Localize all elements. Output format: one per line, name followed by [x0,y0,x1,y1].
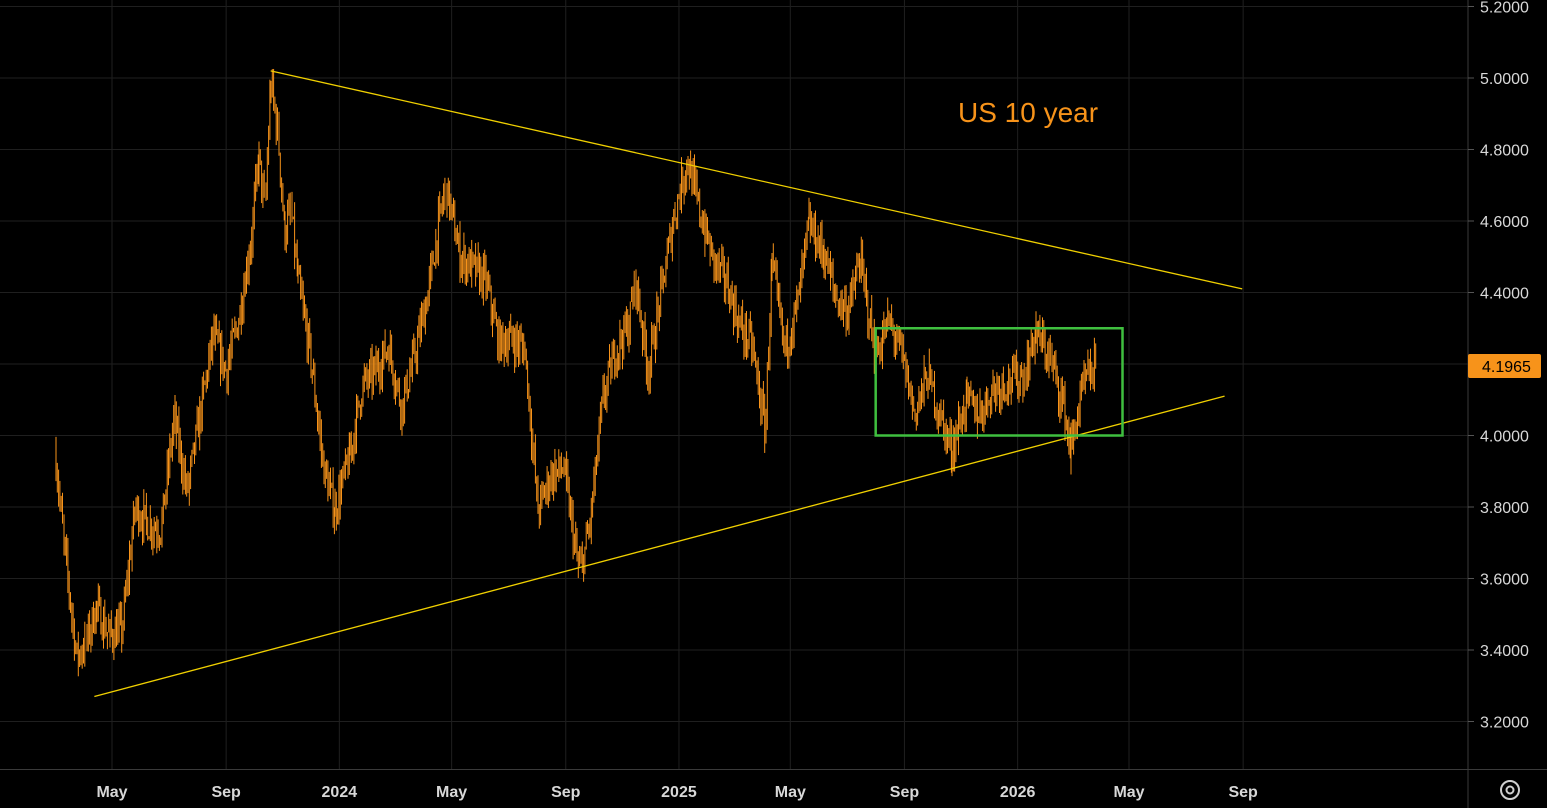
x-tick-label: 2024 [322,784,358,801]
x-axis: May Sep 2024 May Sep 2025 May Sep 2026 May Sep [96,784,1258,801]
gear-icon [1500,780,1520,800]
x-tick-label: May [436,784,467,801]
y-tick-label: 4.0000 [1480,429,1529,446]
range-box[interactable] [874,327,1124,437]
y-tick-label: 3.2000 [1480,715,1529,732]
y-tick-label: 3.8000 [1480,500,1529,517]
y-tick-label: 4.8000 [1480,143,1529,160]
y-tick-label: 4.4000 [1480,286,1529,303]
x-tick-label: Sep [211,784,241,801]
x-tick-label: May [775,784,806,801]
y-tick-label: 3.6000 [1480,572,1529,589]
trendline[interactable] [94,395,1225,698]
last-price-label: 4.1965 [1468,354,1541,378]
x-tick-label: 2025 [661,784,697,801]
y-tick-label: 5.0000 [1480,71,1529,88]
x-tick-label: May [96,784,127,801]
trendline[interactable] [270,70,1243,290]
last-price-badge [1468,354,1541,378]
x-tick-label: Sep [1228,784,1258,801]
y-axis: 5.20005.00004.80004.60004.40004.20004.00… [1468,0,1529,732]
x-tick-label: May [1113,784,1144,801]
x-tick-label: Sep [551,784,581,801]
settings-button[interactable] [1500,780,1520,800]
annotation-text: US 10 year [958,97,1098,128]
x-tick-label: 2026 [1000,784,1036,801]
y-tick-label: 4.6000 [1480,214,1529,231]
grid [0,0,1468,769]
price-series [55,68,1097,677]
drawings [94,70,1243,698]
x-tick-label: Sep [890,784,920,801]
y-tick-label: 5.2000 [1480,0,1529,17]
y-tick-label: 3.4000 [1480,643,1529,660]
last-price-value: 4.1965 [1482,359,1531,376]
